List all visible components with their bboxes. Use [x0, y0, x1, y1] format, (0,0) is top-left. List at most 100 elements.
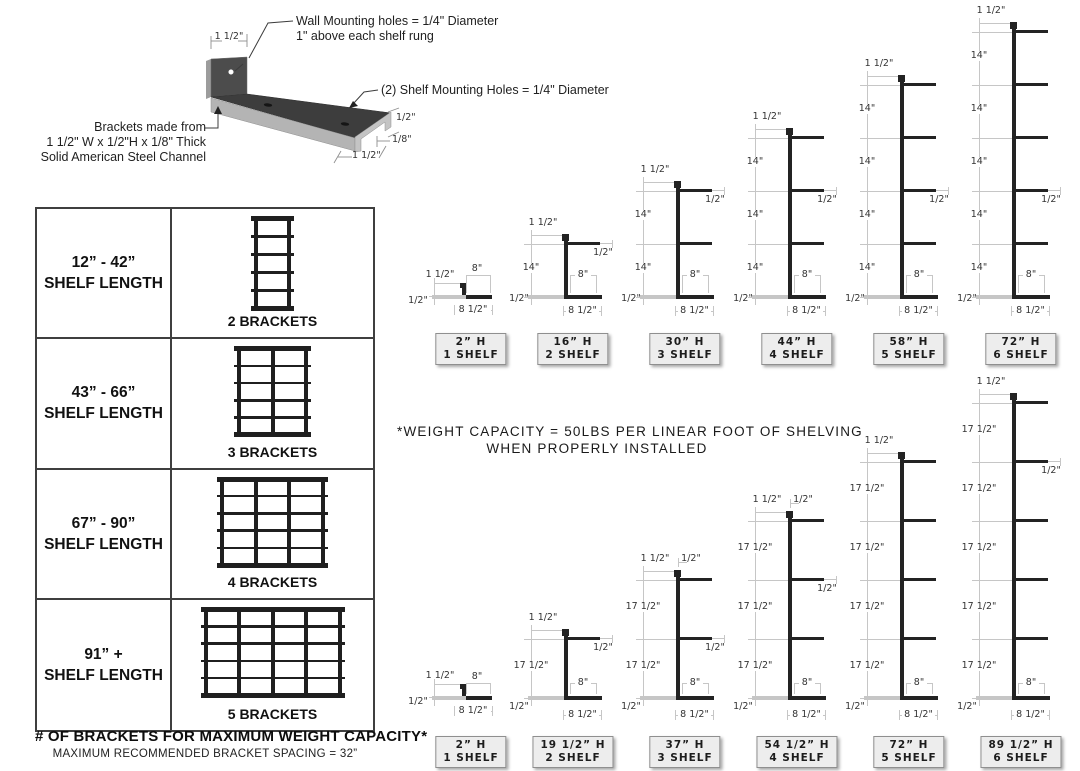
grid-bracket-bar [320, 478, 325, 566]
dim-tick [1049, 306, 1050, 316]
wall-note-line2: 1" above each shelf rung [296, 29, 434, 43]
base-line [752, 696, 792, 700]
shelf-arm-bottom [904, 696, 938, 700]
dim-tick [932, 683, 933, 694]
base-line [528, 696, 568, 700]
shelf-tick [972, 639, 1012, 640]
dim-tick [708, 683, 709, 694]
wall-plate [210, 56, 248, 98]
half-callout-line [1048, 461, 1061, 462]
bracket-cap [898, 452, 905, 459]
top-dim-line [643, 571, 676, 572]
wall-hole-tick [234, 63, 244, 72]
shelf-thickness-label-left: 1/2" [845, 701, 865, 712]
shelf-spacing-label: 14" [959, 103, 999, 114]
shelf-tick [972, 580, 1012, 581]
shelf-tick [972, 403, 1012, 404]
shelf-depth-label: 8" [469, 264, 485, 274]
table-row: 91” + SHELF LENGTH 5 BRACKETS [37, 599, 373, 730]
grid-shelf-line [217, 476, 328, 482]
bracket-depth-label: 8 1/2" [678, 306, 711, 316]
grid-shelf-line [217, 562, 328, 568]
height-label: 37” H [665, 739, 705, 751]
height-label: 16” H [553, 336, 593, 348]
shelf-depth-label: 8" [911, 678, 927, 688]
shelf-thickness-label-left: 1/2" [733, 701, 753, 712]
shelf-count-label: 4 SHELF [769, 348, 825, 361]
bracket-top-dim-label: 1 1/2" [528, 217, 558, 228]
bracket-bar [564, 235, 568, 299]
grid-shelf-line [250, 306, 295, 311]
dim-tick [563, 710, 564, 720]
shelf-spacing-label: 17 1/2" [735, 601, 775, 612]
top-dim-line [979, 23, 1012, 24]
shelf-arm [904, 83, 936, 86]
bracket-depth-label: 8 1/2" [566, 710, 599, 720]
top-dim-line [643, 182, 676, 183]
shelf-spacing-label: 14" [735, 156, 775, 167]
shelf-arm [904, 637, 936, 640]
grid-bracket-bar [270, 608, 275, 696]
shelf-grid-3-brackets [234, 346, 311, 438]
shelf-arm [680, 242, 712, 245]
shelf-spacing-label: 14" [623, 209, 663, 220]
made-from-line3: Solid American Steel Channel [40, 150, 206, 164]
bracket-count-table: 12” - 42” SHELF LENGTH 2 BRACKETS 43” - … [35, 207, 375, 732]
dim-tick [563, 306, 564, 316]
shelf-arm [1016, 519, 1048, 522]
shelf-thickness-label: 1/2" [593, 642, 613, 653]
top-dim-line [755, 129, 788, 130]
shelf-spacing-label: 17 1/2" [847, 660, 887, 671]
shelf-arm-bottom [568, 696, 602, 700]
shelf-length-range: 12” - 42” [71, 254, 136, 272]
top-dim-line [434, 283, 460, 284]
shelf-thickness-label-left: 1/2" [957, 701, 977, 712]
top-dim-line [531, 630, 564, 631]
shelf-arm-bottom [1016, 696, 1050, 700]
shelf-arm [1016, 637, 1048, 640]
bracket-top-dim-label: 1 1/2" [864, 435, 894, 446]
height-label: 72” H [889, 739, 929, 751]
base-line [976, 696, 1016, 700]
shelf-length-label: SHELF LENGTH [44, 275, 163, 293]
grid-bracket-bar [287, 478, 292, 566]
bracket-diagram-cell: 2 BRACKETS [172, 209, 373, 337]
shelf-arm [792, 136, 824, 139]
shelf-tick [860, 85, 900, 86]
bracket-bar [462, 284, 466, 299]
shelf-count-label: 3 SHELF [657, 348, 713, 361]
base-line [640, 696, 680, 700]
grid-shelf-line [217, 546, 328, 550]
bracket-depth-label: 8 1/2" [678, 710, 711, 720]
dim-tick [937, 710, 938, 720]
shelf-arm [568, 637, 600, 640]
shelf-spacing-label: 14" [847, 209, 887, 220]
dimension-ticks [210, 34, 400, 164]
half-callout-line [824, 579, 837, 580]
dim-tick [906, 275, 907, 293]
grid-bracket-bar [253, 218, 258, 309]
grid-bracket-bar [237, 608, 241, 696]
half-callout-tick [724, 635, 725, 643]
bracket-depth-label: 8 1/2" [790, 710, 823, 720]
grid-shelf-line [217, 494, 328, 498]
dim-tick [1011, 710, 1012, 720]
shelf-arm [680, 189, 712, 192]
dim-channel-height: 1/2" [396, 112, 416, 123]
shelf-mounting-hole-1 [263, 103, 273, 107]
shelf-spacing-label: 14" [959, 50, 999, 61]
shelf-tick [860, 639, 900, 640]
shelf-arm [1016, 136, 1048, 139]
shelf-thickness-label-top: 1/2" [681, 553, 701, 564]
shelf-tick [748, 580, 788, 581]
shelf-arm-bottom [792, 696, 826, 700]
shelf-thickness-label: 1/2" [817, 583, 837, 594]
shelf-tick [524, 244, 564, 245]
shelf-tick [972, 462, 1012, 463]
shelf-tick [860, 138, 900, 139]
shelf-arm-bottom [680, 696, 714, 700]
dim-tick [899, 306, 900, 316]
